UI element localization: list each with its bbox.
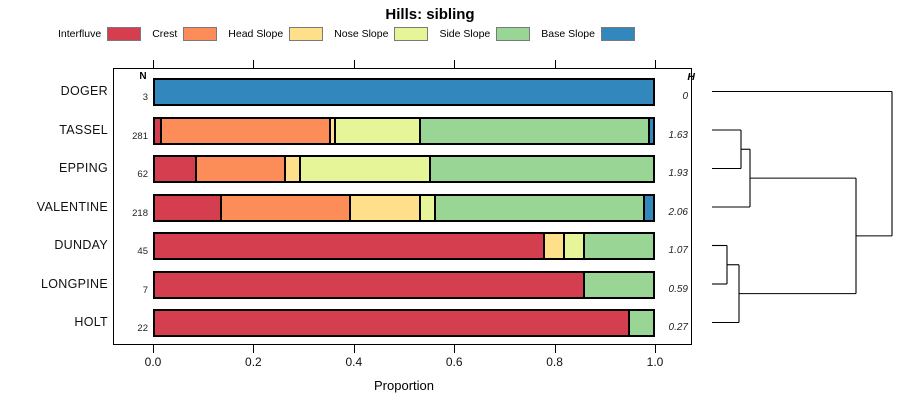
n-value: 45	[137, 246, 148, 257]
legend-item: Crest	[152, 27, 218, 41]
axis-tick-label: 0.6	[445, 355, 463, 369]
legend-color-swatch	[183, 27, 218, 41]
axis-tick-top	[253, 60, 255, 68]
h-value: 0.59	[668, 283, 688, 295]
n-value: 62	[137, 169, 148, 180]
legend-item: Interfluve	[58, 27, 142, 41]
h-value: 0	[682, 91, 688, 102]
axis-tick-label: 0.8	[546, 355, 563, 369]
bar-segment-base-slope	[643, 195, 653, 220]
axis-tick-label: 0.2	[245, 355, 262, 369]
bar-segment-interfluve	[155, 157, 195, 181]
stacked-bar	[153, 232, 655, 260]
legend-item: Base Slope	[541, 27, 635, 41]
bar-segment-head-slope	[543, 234, 564, 258]
axis-tick-top	[655, 60, 656, 68]
stacked-bar	[153, 270, 655, 299]
h-value: 1.93	[668, 168, 688, 179]
bar-segment-head-slope	[329, 118, 335, 143]
h-value: 2.06	[668, 206, 688, 218]
n-value: 7	[142, 284, 148, 296]
axis-tick-top	[353, 60, 355, 68]
legend-item: Nose Slope	[334, 27, 429, 41]
axis-tick-top	[454, 60, 456, 68]
row-label: DUNDAY	[54, 238, 108, 252]
legend-color-swatch	[289, 27, 324, 41]
axis-tick-bottom	[454, 345, 456, 353]
legend-item-label: Side Slope	[439, 28, 491, 40]
bar-segment-nose-slope	[418, 195, 434, 220]
axis-tick-bottom	[253, 345, 255, 353]
bar-segment-base-slope	[155, 80, 653, 104]
bar-segment-side-slope	[418, 118, 648, 143]
legend-color-swatch	[600, 27, 635, 41]
axis-tick-bottom	[353, 345, 355, 353]
axis-tick-bottom	[655, 345, 656, 353]
bar-segment-crest	[194, 157, 285, 181]
stacked-bar	[153, 155, 655, 183]
legend-item: Head Slope	[228, 27, 324, 41]
bar-segment-interfluve	[155, 311, 629, 335]
row-label: HOLT	[74, 315, 108, 329]
axis-tick-top	[554, 60, 556, 68]
bar-segment-base-slope	[647, 118, 653, 143]
chart-title: Hills: sibling	[385, 6, 475, 23]
h-value: 1.63	[668, 129, 688, 141]
legend-item-label: Nose Slope	[334, 28, 389, 40]
legend: Interfluve Crest Head Slope Nose Slope Side …	[58, 26, 635, 42]
bar-segment-side-slope	[433, 195, 644, 220]
legend-color-swatch	[107, 27, 142, 41]
h-value: 1.07	[668, 245, 688, 256]
legend-item-label: Base Slope	[541, 28, 595, 40]
axis-tick-label: 0.0	[144, 355, 162, 369]
bar-segment-nose-slope	[299, 157, 429, 181]
axis-tick-label: 0.4	[345, 355, 363, 369]
legend-item-label: Interfluve	[58, 28, 102, 40]
axis-tick-bottom	[554, 345, 556, 353]
row-label: VALENTINE	[36, 199, 108, 214]
axis-tick-top	[153, 60, 154, 68]
row-label: EPPING	[58, 161, 108, 175]
bar-segment-nose-slope	[334, 118, 419, 143]
bar-segment-side-slope	[428, 157, 653, 181]
legend-item: Side Slope	[439, 27, 531, 41]
bar-segment-side-slope	[583, 234, 653, 258]
bar-segment-crest	[159, 118, 330, 143]
n-value: 281	[132, 130, 148, 142]
stacked-bar	[153, 309, 655, 337]
stacked-bar	[153, 78, 655, 106]
n-value: 22	[137, 323, 148, 334]
n-column-header: N	[139, 71, 147, 82]
x-axis-title: Proportion	[374, 378, 434, 393]
axis-tick-label: 1.0	[646, 355, 664, 369]
row-label: LONGPINE	[41, 276, 108, 291]
n-value: 218	[132, 207, 148, 219]
stacked-bar	[153, 193, 655, 222]
bar-segment-interfluve	[155, 234, 544, 258]
legend-color-swatch	[496, 27, 531, 41]
row-label: TASSEL	[59, 122, 108, 137]
bar-segment-side-slope	[628, 311, 653, 335]
legend-color-swatch	[394, 27, 429, 41]
legend-item-label: Head Slope	[228, 28, 284, 40]
bar-segment-interfluve	[155, 272, 584, 297]
bar-segment-nose-slope	[563, 234, 584, 258]
h-value: 0.27	[668, 322, 688, 333]
axis-tick-bottom	[153, 345, 154, 353]
bar-segment-interfluve	[155, 118, 160, 143]
legend-item-label: Crest	[152, 28, 178, 40]
bar-segment-head-slope	[349, 195, 419, 220]
bar-segment-head-slope	[284, 157, 300, 181]
row-label: DOGER	[60, 84, 108, 98]
bar-segment-interfluve	[155, 195, 220, 220]
h-column-header: H	[687, 71, 695, 83]
bar-segment-crest	[219, 195, 350, 220]
n-value: 3	[142, 92, 148, 103]
bar-segment-side-slope	[583, 272, 653, 297]
stacked-bar	[153, 116, 655, 145]
